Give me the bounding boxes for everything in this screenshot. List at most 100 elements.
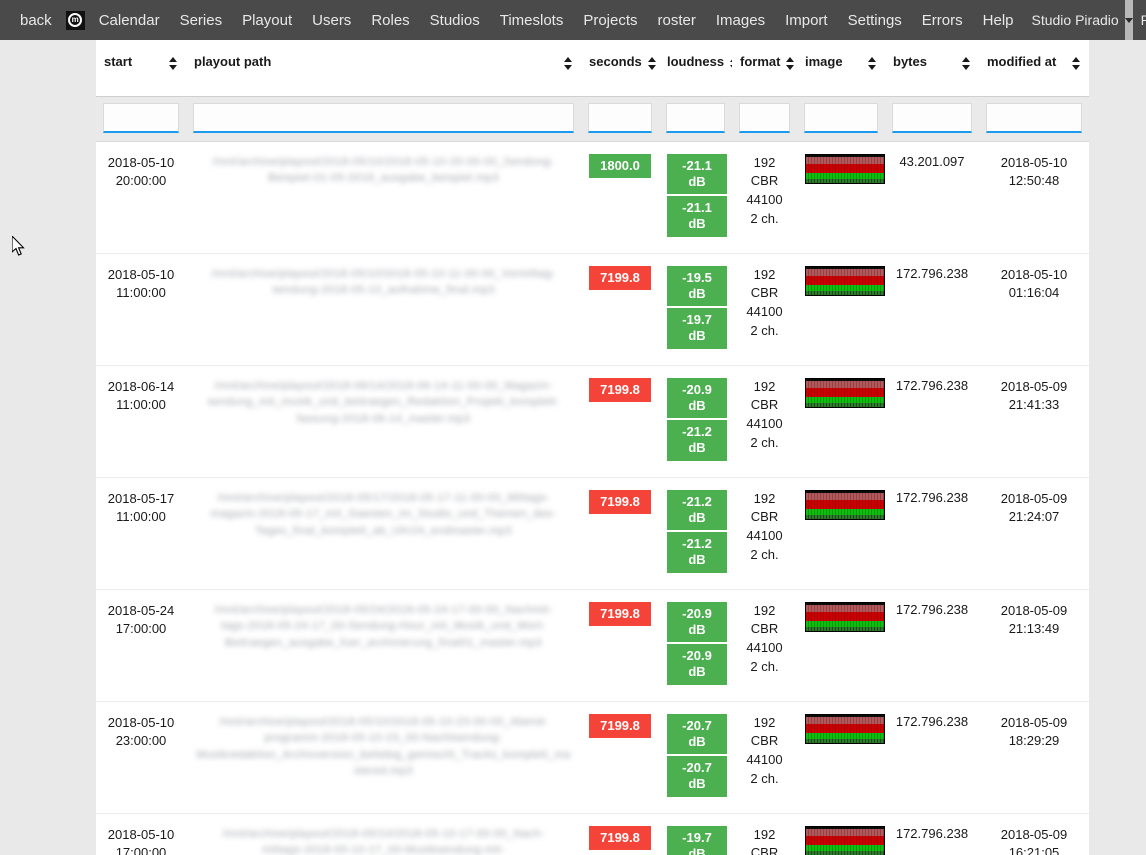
filter-input-image[interactable] <box>804 102 878 133</box>
cell-image[interactable] <box>797 365 885 478</box>
nav-calendar[interactable]: Calendar <box>98 11 160 29</box>
sort-icon[interactable] <box>786 57 795 70</box>
cell-playout-path[interactable]: /mnt/archive/playout/2018-05/10/2018-05-… <box>186 701 581 814</box>
cell-playout-path[interactable]: /mnt/archive/playout/2018-06/14/2018-06-… <box>186 365 581 478</box>
cell-loudness: -21.1 dB -21.1 dB <box>659 141 732 254</box>
filter-input-playout-path[interactable] <box>193 102 574 133</box>
sort-icon[interactable] <box>647 57 657 70</box>
col-header-loudness[interactable]: loudness <box>659 40 739 97</box>
cell-playout-path[interactable]: /mnt/archive/playout/2018-05/10/2018-05-… <box>186 253 581 366</box>
loudness-badge-integrated: -19.5 dB <box>667 265 727 306</box>
cell-image[interactable] <box>797 253 885 366</box>
nav-images[interactable]: Images <box>715 11 766 29</box>
cell-image[interactable] <box>797 701 885 814</box>
cell-image[interactable] <box>797 813 885 855</box>
loudness-badge-target: -21.1 dB <box>667 196 727 237</box>
sort-icon[interactable] <box>564 57 573 70</box>
playout-path-text: /mnt/archive/playout/2018-06/14/2018-06-… <box>207 379 560 425</box>
filter-input-seconds[interactable] <box>588 102 652 133</box>
cell-bytes: 172.796.238 <box>885 477 979 590</box>
waveform-thumbnail[interactable] <box>805 265 885 296</box>
filter-cell-format <box>732 96 797 142</box>
col-header-start[interactable]: start <box>96 40 186 97</box>
col-header-image[interactable]: image <box>797 40 885 97</box>
cell-playout-path[interactable]: /mnt/archive/playout/2018-05/17/2018-05-… <box>186 477 581 590</box>
waveform-thumbnail[interactable] <box>805 713 885 744</box>
table-row[interactable]: 2018-05-24 17:00:00/mnt/archive/playout/2… <box>96 589 1089 702</box>
logo-box: m <box>65 10 85 30</box>
nav-playout[interactable]: Playout <box>242 11 293 29</box>
filter-input-modified-at[interactable] <box>986 102 1082 133</box>
filter-input-bytes[interactable] <box>892 102 972 133</box>
sort-icon[interactable] <box>169 57 178 70</box>
col-header-start-label: start <box>104 54 133 69</box>
col-header-modified-at-label: modified at <box>987 54 1057 69</box>
waveform-thumbnail[interactable] <box>805 489 885 520</box>
table-head: start playout path seconds <box>96 40 1089 142</box>
format-bitrate: 192 CBR <box>750 826 779 855</box>
cell-image[interactable] <box>797 477 885 590</box>
studio-select[interactable]: Studio Piradio <box>1031 12 1119 28</box>
format-bitrate: 192 CBR <box>750 714 779 749</box>
table-row[interactable]: 2018-05-10 23:00:00/mnt/archive/playout/2… <box>96 701 1089 814</box>
logo-circle: m <box>68 13 83 27</box>
cell-image[interactable] <box>797 141 885 254</box>
col-header-format[interactable]: format <box>732 40 797 97</box>
seconds-badge: 7199.8 <box>589 377 651 402</box>
cell-format: 192 CBR 44100 2 ch. <box>732 477 797 590</box>
nav-help[interactable]: Help <box>982 11 1014 29</box>
nav-back-link[interactable]: back <box>20 11 52 29</box>
nav-errors[interactable]: Errors <box>921 11 963 29</box>
nav-users[interactable]: Users <box>312 11 352 29</box>
nav-series[interactable]: Series <box>179 11 223 29</box>
loudness-stack: -20.9 dB -20.9 dB <box>667 601 727 687</box>
studio-select-chevron-down-icon[interactable] <box>1124 0 1133 40</box>
format-channels: 2 ch. <box>750 435 779 451</box>
waveform-thumbnail[interactable] <box>805 825 885 855</box>
filter-input-format[interactable] <box>739 102 790 133</box>
sort-icon[interactable] <box>962 57 971 70</box>
filter-input-loudness[interactable] <box>666 102 725 133</box>
cell-playout-path[interactable]: /mnt/archive/playout/2018-05/24/2018-05-… <box>186 589 581 702</box>
start-time: 20:00:00 <box>115 173 167 189</box>
cell-modified-at: 2018-05-09 21:13:49 <box>979 589 1089 702</box>
seconds-badge: 7199.8 <box>589 713 651 738</box>
sort-icon[interactable] <box>1072 57 1081 70</box>
cell-playout-path[interactable]: /mnt/archive/playout/2018-05/10/2018-05-… <box>186 141 581 254</box>
table-row[interactable]: 2018-05-10 11:00:00/mnt/archive/playout/2… <box>96 253 1089 366</box>
nav-timeslots[interactable]: Timeslots <box>499 11 564 29</box>
cell-bytes: 172.796.238 <box>885 365 979 478</box>
col-header-modified-at[interactable]: modified at <box>979 40 1089 97</box>
nav-projects[interactable]: Projects <box>583 11 638 29</box>
nav-roles[interactable]: Roles <box>371 11 410 29</box>
col-header-playout-path[interactable]: playout path <box>186 40 581 97</box>
format-bitrate: 192 CBR <box>750 602 779 637</box>
waveform-thumbnail[interactable] <box>805 377 885 408</box>
col-header-bytes[interactable]: bytes <box>885 40 979 97</box>
start-date: 2018-05-17 <box>107 490 175 506</box>
nav-settings[interactable]: Settings <box>847 11 902 29</box>
cell-start: 2018-05-10 23:00:00 <box>96 701 186 814</box>
table-row[interactable]: 2018-05-17 11:00:00/mnt/archive/playout/2… <box>96 477 1089 590</box>
playout-path-text: /mnt/archive/playout/2018-05/10/2018-05-… <box>211 267 556 297</box>
cell-image[interactable] <box>797 589 885 702</box>
table-row[interactable]: 2018-05-10 20:00:00/mnt/archive/playout/2… <box>96 141 1089 254</box>
table-row[interactable]: 2018-05-10 17:00:00/mnt/archive/playout/2… <box>96 813 1089 855</box>
cell-format: 192 CBR 44100 2 ch. <box>732 253 797 366</box>
loudness-stack: -21.2 dB -21.2 dB <box>667 489 727 575</box>
nav-import[interactable]: Import <box>785 11 828 29</box>
nav-studios[interactable]: Studios <box>429 11 480 29</box>
col-header-seconds[interactable]: seconds <box>581 40 659 97</box>
waveform-thumbnail[interactable] <box>805 601 885 632</box>
cell-playout-path[interactable]: /mnt/archive/playout/2018-05/10/2018-05-… <box>186 813 581 855</box>
cell-modified-at: 2018-05-09 16:21:05 <box>979 813 1089 855</box>
table-row[interactable]: 2018-06-14 11:00:00/mnt/archive/playout/2… <box>96 365 1089 478</box>
filter-input-start[interactable] <box>103 102 179 133</box>
cell-bytes: 172.796.238 <box>885 589 979 702</box>
project-select[interactable]: Project 88vier <box>1140 12 1146 28</box>
sort-icon[interactable] <box>868 57 877 70</box>
radio-logo-icon[interactable]: m <box>62 0 89 40</box>
nav-roster[interactable]: roster <box>657 11 696 29</box>
waveform-thumbnail[interactable] <box>805 153 885 184</box>
loudness-badge-integrated: -21.2 dB <box>667 489 727 530</box>
